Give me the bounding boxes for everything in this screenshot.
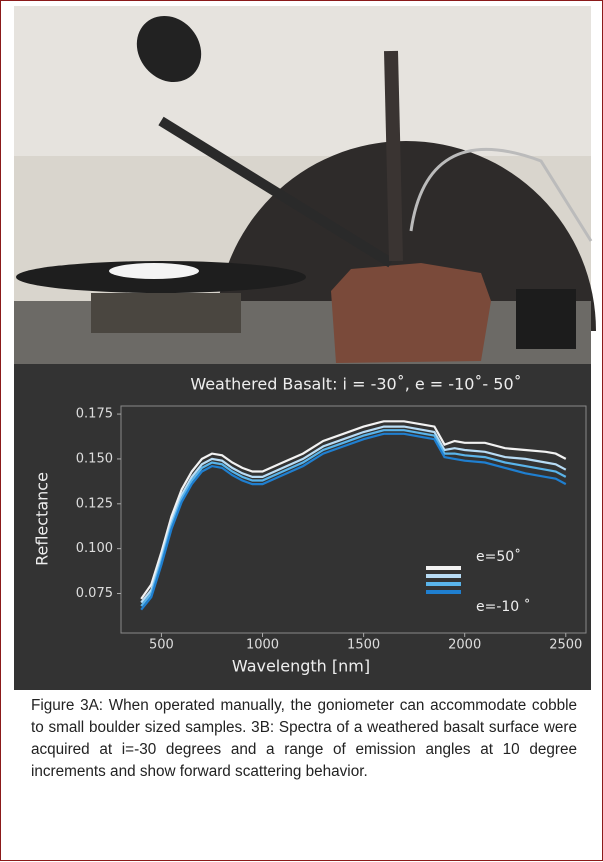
spectrum-line xyxy=(140,425,567,604)
spectrum-line xyxy=(140,429,567,607)
y-tick-label: 0.100 xyxy=(76,541,113,556)
chart-panel xyxy=(14,364,591,690)
spectrum-line xyxy=(140,432,567,611)
y-tick-label: 0.150 xyxy=(76,451,113,466)
y-tick-label: 0.075 xyxy=(76,586,113,601)
legend-label: e=-10 ˚ xyxy=(476,598,531,615)
y-axis-label: Reflectance xyxy=(33,472,52,566)
y-tick-label: 0.175 xyxy=(76,407,113,422)
caption: Figure 3A: When operated manually, the g… xyxy=(31,697,577,780)
x-axis-label: Wavelength [nm] xyxy=(232,657,370,676)
x-tick-label: 500 xyxy=(149,638,174,653)
chart-title: Weathered Basalt: i = -30˚, e = -10˚- 50… xyxy=(190,375,521,394)
x-tick-label: 1000 xyxy=(246,638,279,653)
x-tick-label: 1500 xyxy=(347,638,380,653)
plot-frame xyxy=(120,405,587,634)
y-tick-label: 0.125 xyxy=(76,496,113,511)
x-tick-label: 2000 xyxy=(448,638,481,653)
legend-label: e=50˚ xyxy=(476,548,521,565)
spectrum-line xyxy=(140,420,567,600)
photo xyxy=(14,6,596,364)
x-tick-label: 2500 xyxy=(549,638,582,653)
